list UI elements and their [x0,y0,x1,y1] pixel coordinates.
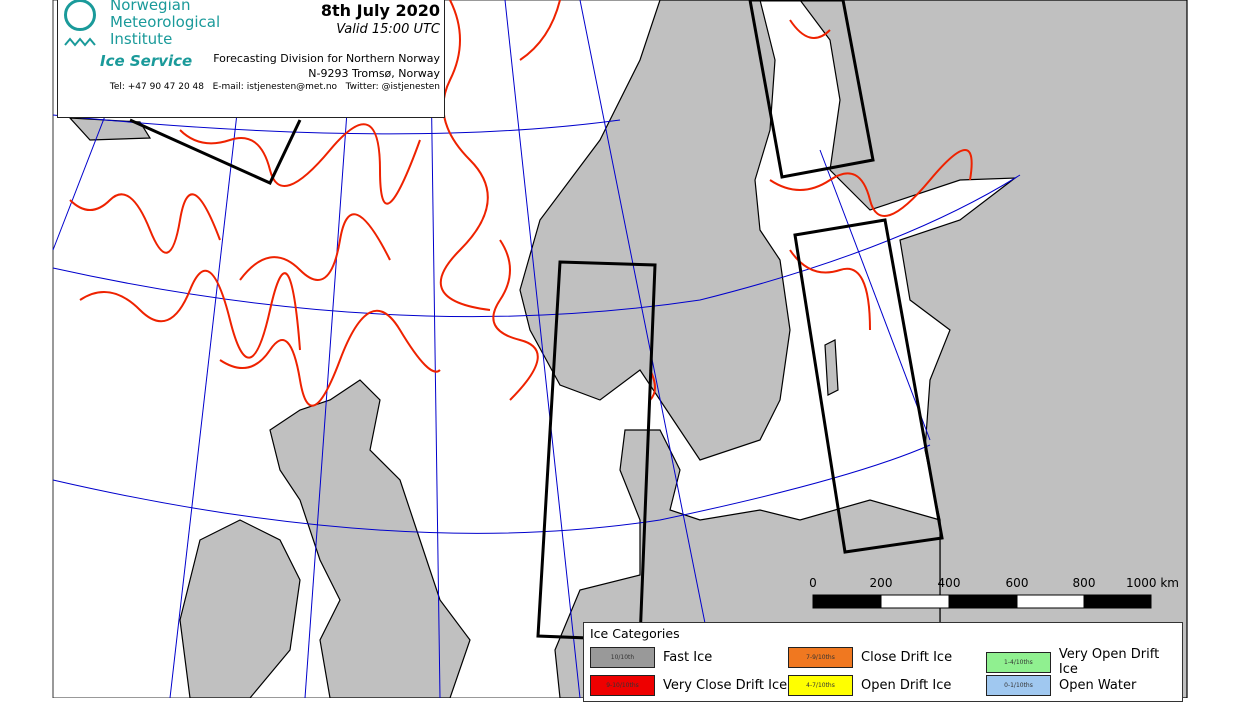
legend-label: Fast Ice [663,650,713,665]
finland-russia [799,0,1188,698]
legend-item-close: 7-9/10ths Close Drift Ice [788,647,952,668]
address: N-9293 Tromsø, Norway [308,67,440,80]
scale-label: 200 [869,576,893,590]
chart-header: Norwegian Meteorological Institute Ice S… [57,0,445,118]
service-name: Ice Service [100,52,193,70]
swatch: 7-9/10ths [788,647,853,668]
ice-legend: Ice Categories 10/10th Fast Ice 9-10/10th… [583,622,1183,702]
legend-item-very-close: 9-10/10ths Very Close Drift Ice [590,675,787,696]
box-bothnia [748,0,875,179]
ireland [179,519,301,698]
legend-item-open: 4-7/10ths Open Drift Ice [788,675,951,696]
scale-label: 400 [937,576,961,590]
division: Forecasting Division for Northern Norway [213,52,440,65]
gotland [824,339,839,396]
swatch: 0-1/10ths [986,675,1051,696]
valid-time: Valid 15:00 UTC [336,22,440,37]
scale-bar [812,594,1152,609]
swatch: 9-10/10ths [590,675,655,696]
box-baltic [793,218,944,554]
contact-info: Tel: +47 90 47 20 48 E-mail: istjenesten… [109,82,440,92]
legend-item-fast-ice: 10/10th Fast Ice [590,647,712,668]
swatch: 1-4/10ths [986,651,1051,673]
org-name: Norwegian Meteorological Institute [110,0,220,48]
legend-item-very-open: 1-4/10ths Very Open Drift Ice [986,647,1182,677]
legend-item-open-water: 0-1/10ths Open Water [986,675,1136,696]
org-line: Institute [110,30,173,48]
chart-date: 8th July 2020 [320,1,440,20]
division-info: Forecasting Division for Northern Norway… [213,51,440,81]
scandinavia [519,0,791,461]
scale-label: 600 [1005,576,1029,590]
scale-label: 1000 km [1126,576,1179,590]
ice-edge-contours [69,0,973,407]
org-line: Norwegian [110,0,191,14]
legend-label: Open Water [1059,678,1137,693]
great-britain [269,379,471,698]
legend-label: Very Close Drift Ice [663,678,788,693]
legend-label: Open Drift Ice [861,678,952,693]
swatch: 4-7/10ths [788,675,853,696]
scale-label: 0 [809,576,817,590]
swatch: 10/10th [590,647,655,668]
legend-label: Close Drift Ice [861,650,953,665]
box-northwest [129,118,302,185]
wave-icon [64,37,96,47]
forecast-boxes [129,0,944,642]
scale-label: 800 [1072,576,1096,590]
org-line: Meteorological [110,13,221,31]
legend-label: Very Open Drift Ice [1058,647,1160,677]
met-logo-icon [64,0,96,31]
legend-title: Ice Categories [590,626,680,641]
